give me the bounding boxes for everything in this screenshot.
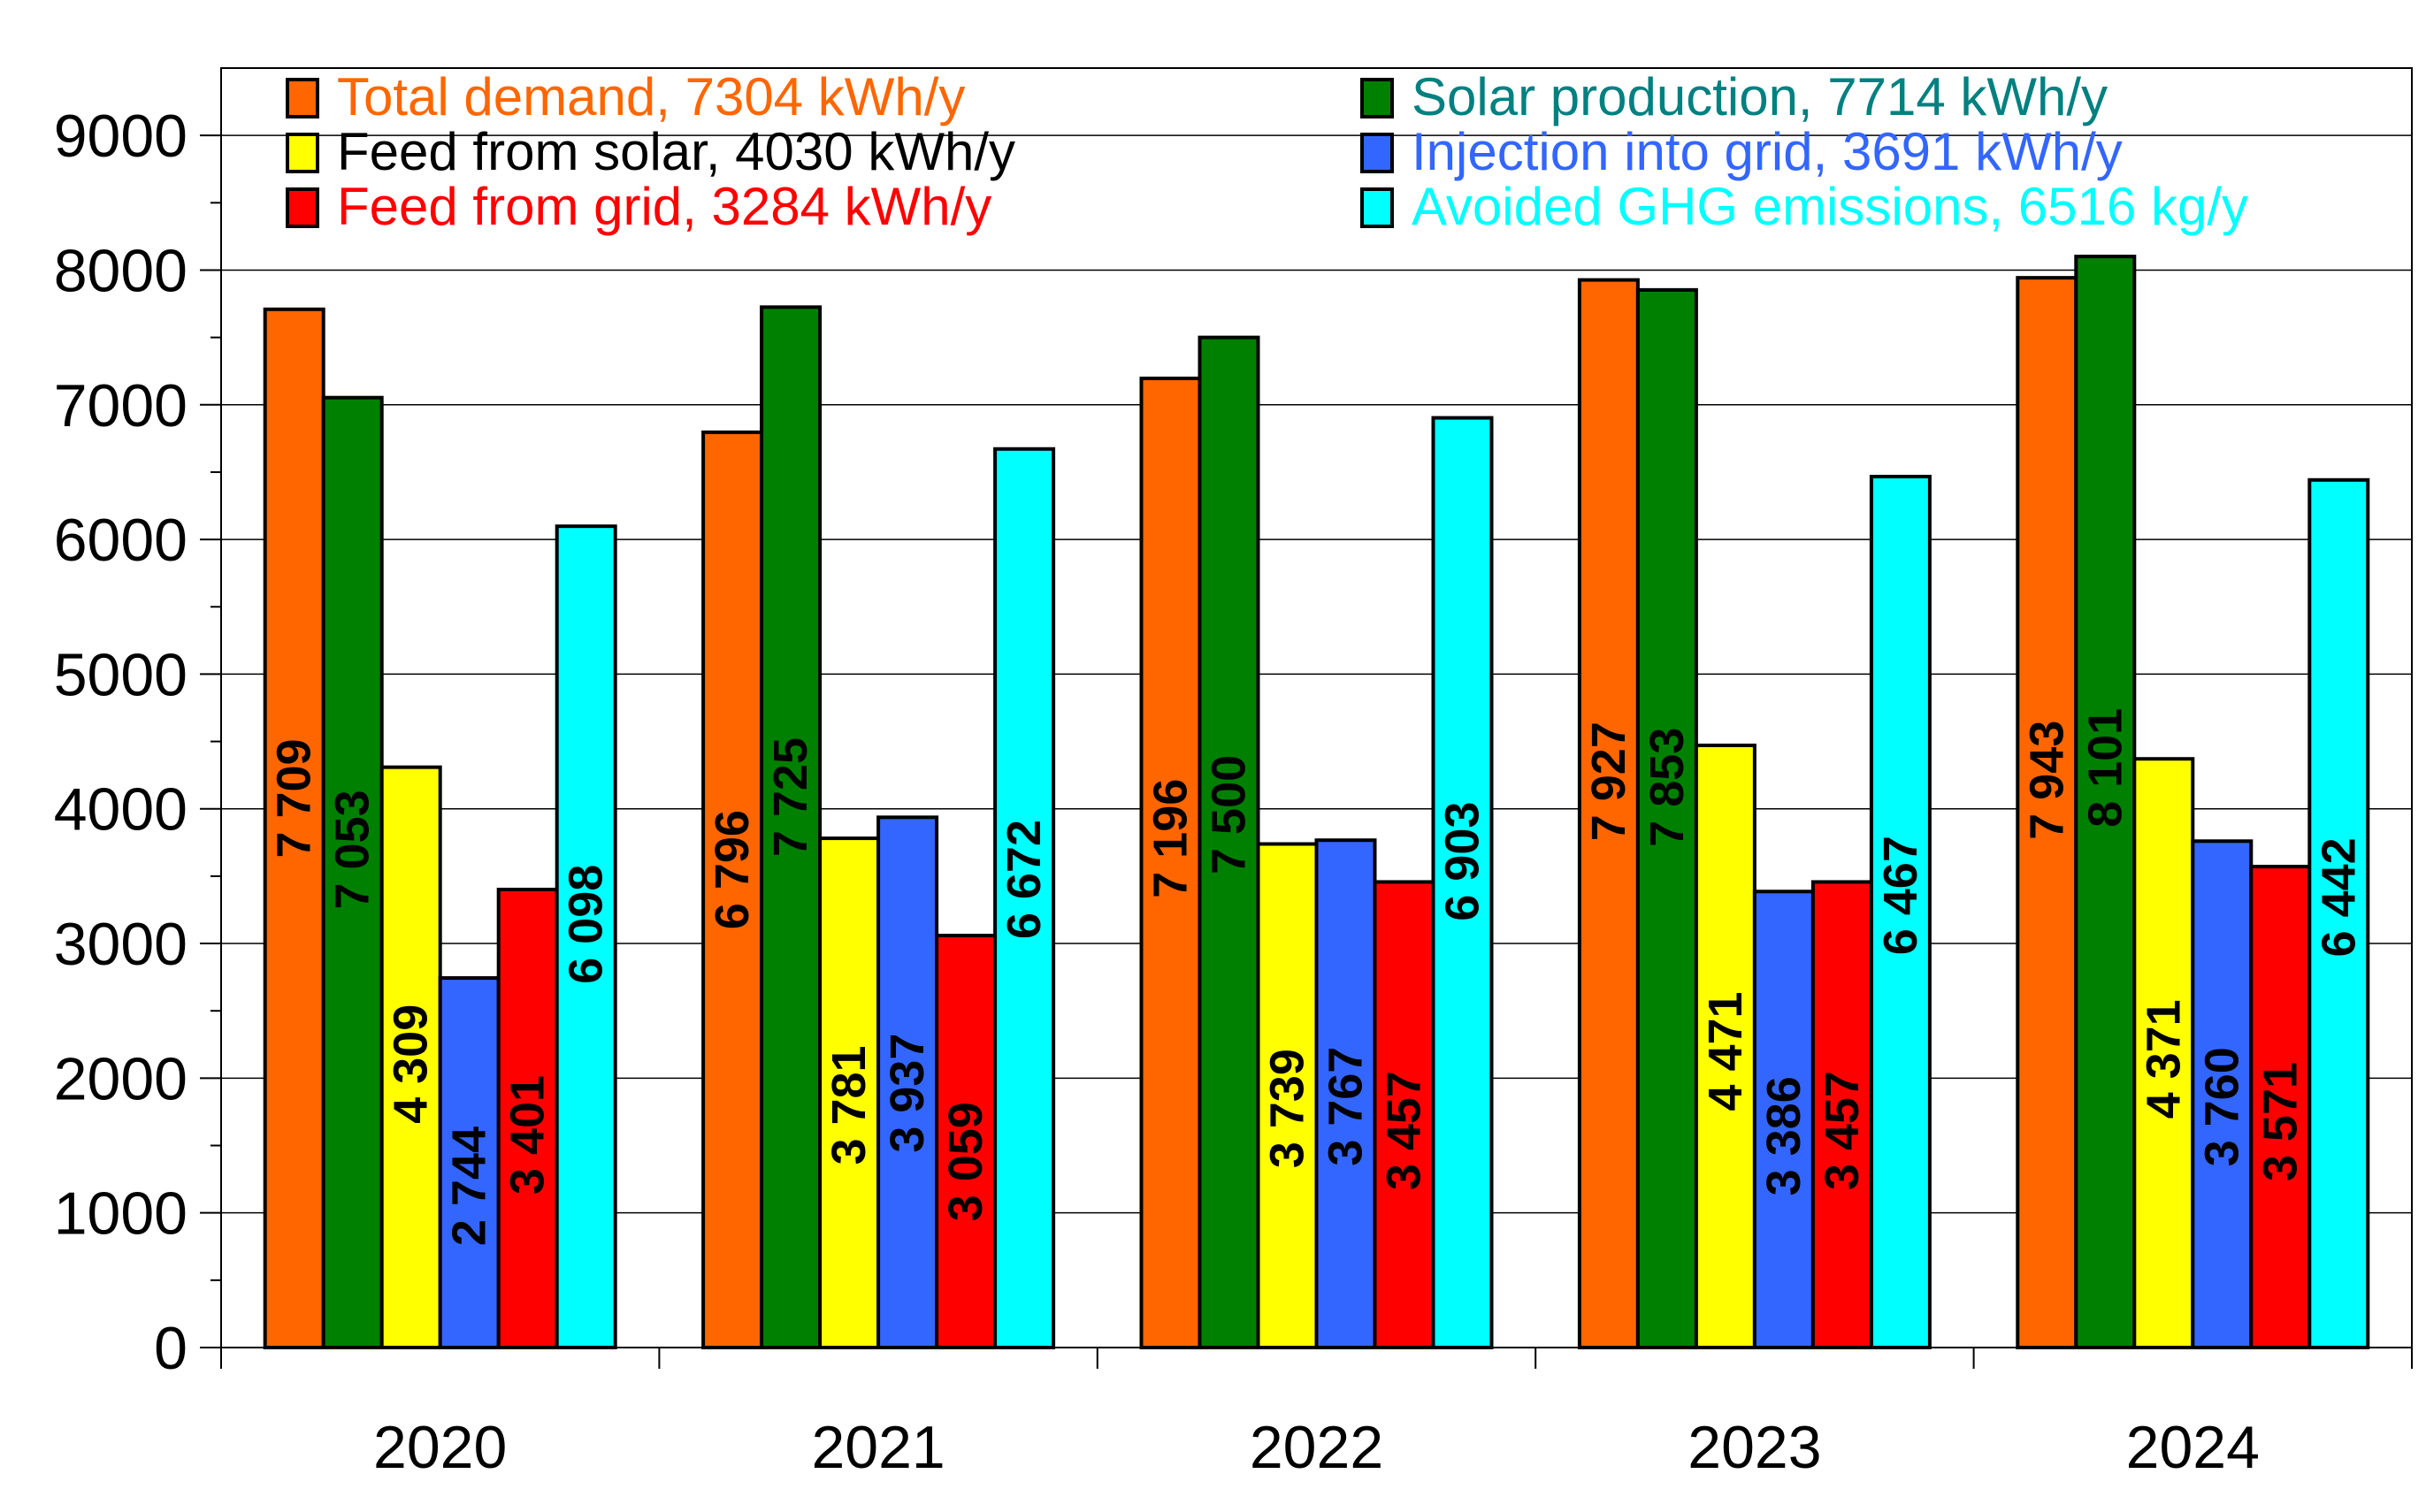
bar-value-label: 7 853 xyxy=(1641,728,1694,847)
bar-value-label: 3 767 xyxy=(1320,1047,1373,1166)
bar xyxy=(1431,416,1494,1350)
bar-value-label: 6 672 xyxy=(998,820,1051,939)
y-tick-label: 8000 xyxy=(54,237,187,304)
bar xyxy=(1256,842,1319,1349)
bar xyxy=(555,524,617,1349)
bar xyxy=(2016,276,2078,1350)
bar-value-label: 7 725 xyxy=(764,737,817,857)
bar-value-label: 7 500 xyxy=(1203,755,1256,874)
bar-value-label: 8 101 xyxy=(2078,708,2131,828)
bar xyxy=(993,447,1056,1350)
y-tick-label: 1000 xyxy=(54,1180,187,1248)
legend-swatch xyxy=(286,78,319,118)
y-tick-label: 9000 xyxy=(54,103,187,170)
bar xyxy=(1635,287,1698,1349)
legend-swatch xyxy=(1360,78,1394,118)
bars xyxy=(263,255,2370,1350)
bar-value-label: 7 053 xyxy=(326,790,379,909)
legend-label: Total demand, 7304 kWh/y xyxy=(337,67,965,126)
x-tick-label: 2022 xyxy=(1250,1414,1383,1481)
bar-value-label: 3 059 xyxy=(939,1102,992,1221)
y-tick-label: 0 xyxy=(154,1315,187,1382)
bar-value-label: 6 098 xyxy=(560,865,613,984)
bar xyxy=(2074,255,2137,1349)
bar xyxy=(1694,743,1756,1349)
y-tick-label: 3000 xyxy=(54,911,187,978)
bar xyxy=(1869,474,1932,1349)
legend-label: Solar production, 7714 kWh/y xyxy=(1412,67,2108,126)
bar-value-label: 3 781 xyxy=(823,1045,876,1165)
bar-value-label: 3 401 xyxy=(501,1075,555,1195)
bar-value-label: 6 442 xyxy=(2312,837,2365,957)
bar-value-label: 4 309 xyxy=(385,1004,438,1124)
legend-swatch xyxy=(1360,187,1394,228)
bar-value-label: 3 571 xyxy=(2254,1062,2307,1181)
axes: 0 1000 2000 3000 4000 5000 6000 7000 8000 9000 202… xyxy=(54,103,2413,1481)
x-tick-label: 2020 xyxy=(373,1414,507,1481)
x-tick-label: 2024 xyxy=(2126,1414,2260,1481)
legend-label: Injection into grid, 3691 kWh/y xyxy=(1412,122,2123,181)
bar-value-label: 3 760 xyxy=(2195,1047,2248,1166)
bar-value-label: 3 937 xyxy=(881,1034,934,1153)
y-tick-label: 5000 xyxy=(54,641,187,708)
bar-value-label: 7 943 xyxy=(2020,721,2073,840)
bar-value-label: 4 371 xyxy=(2137,999,2190,1119)
bar-value-label: 6 903 xyxy=(1436,802,1489,921)
y-tick-label: 6000 xyxy=(54,507,187,574)
bar xyxy=(2249,865,2312,1349)
y-tick-label: 7000 xyxy=(54,372,187,439)
y-tick-label: 2000 xyxy=(54,1045,187,1112)
legend-swatch xyxy=(286,133,319,173)
bar-value-label: 4 471 xyxy=(1699,991,1752,1111)
y-tick-label: 4000 xyxy=(54,776,187,844)
legend-swatch xyxy=(1360,133,1394,173)
bar xyxy=(1373,880,1435,1349)
bar xyxy=(876,815,939,1349)
bar-value-label: 3 457 xyxy=(1378,1071,1431,1190)
bar-value-label: 6 467 xyxy=(1874,836,1927,955)
bar-value-label: 2 744 xyxy=(443,1126,496,1246)
bar xyxy=(760,305,823,1350)
bar-value-label: 6 796 xyxy=(706,810,759,929)
legend: Total demand, 7304 kWh/y Solar production… xyxy=(286,67,2248,236)
legend-label: Feed from solar, 4030 kWh/y xyxy=(337,122,1015,181)
bar-value-label: 3 457 xyxy=(1816,1071,1869,1190)
bar xyxy=(1198,335,1260,1349)
bar-value-label: 3 386 xyxy=(1757,1076,1810,1195)
bar-value-label: 7 196 xyxy=(1144,779,1198,898)
legend-swatch xyxy=(286,187,319,228)
legend-label: Feed from grid, 3284 kWh/y xyxy=(337,177,991,236)
x-tick-label: 2021 xyxy=(811,1414,945,1481)
bar-value-label: 7 927 xyxy=(1582,722,1635,841)
legend-label: Avoided GHG emissions, 6516 kg/y xyxy=(1412,177,2248,236)
bar-value-label: 7 709 xyxy=(268,738,321,858)
bar xyxy=(1314,838,1377,1349)
bar xyxy=(2307,477,2370,1349)
x-tick-label: 2023 xyxy=(1687,1414,1821,1481)
bar-value-label: 3 739 xyxy=(1261,1049,1314,1168)
